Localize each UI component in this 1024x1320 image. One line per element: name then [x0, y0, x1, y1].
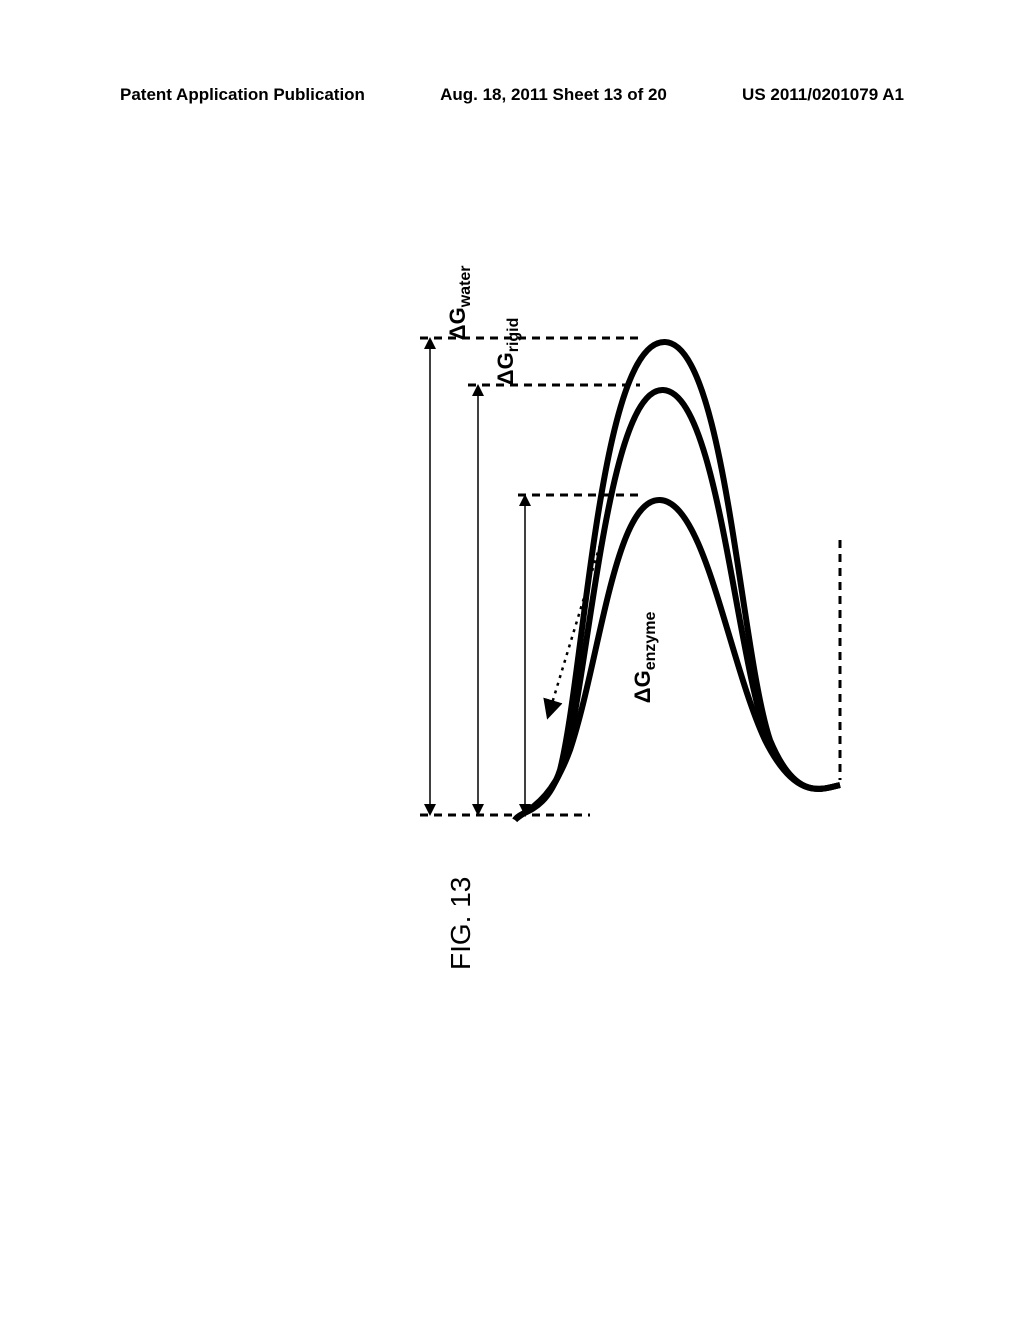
energy-diagram-svg — [250, 270, 950, 970]
header-right: US 2011/0201079 A1 — [742, 85, 904, 105]
label-rigid-symbol: ΔG — [493, 352, 518, 385]
label-rigid-sub: rigid — [505, 318, 522, 353]
curve-middle — [515, 390, 840, 820]
label-rigid: ΔGrigid — [493, 318, 523, 386]
header-left: Patent Application Publication — [120, 85, 365, 105]
curve-outer — [515, 342, 840, 820]
label-enzyme: ΔGenzyme — [630, 612, 660, 704]
header-center: Aug. 18, 2011 Sheet 13 of 20 — [440, 85, 667, 105]
figure-container: ΔGwater ΔGrigid ΔGenzyme — [250, 270, 780, 930]
label-water: ΔGwater — [445, 265, 475, 340]
label-water-sub: water — [457, 265, 474, 307]
label-enzyme-sub: enzyme — [642, 612, 659, 671]
figure-label: FIG. 13 — [445, 877, 477, 970]
label-water-symbol: ΔG — [445, 307, 470, 340]
header: Patent Application Publication Aug. 18, … — [0, 85, 1024, 105]
label-enzyme-symbol: ΔG — [630, 670, 655, 703]
